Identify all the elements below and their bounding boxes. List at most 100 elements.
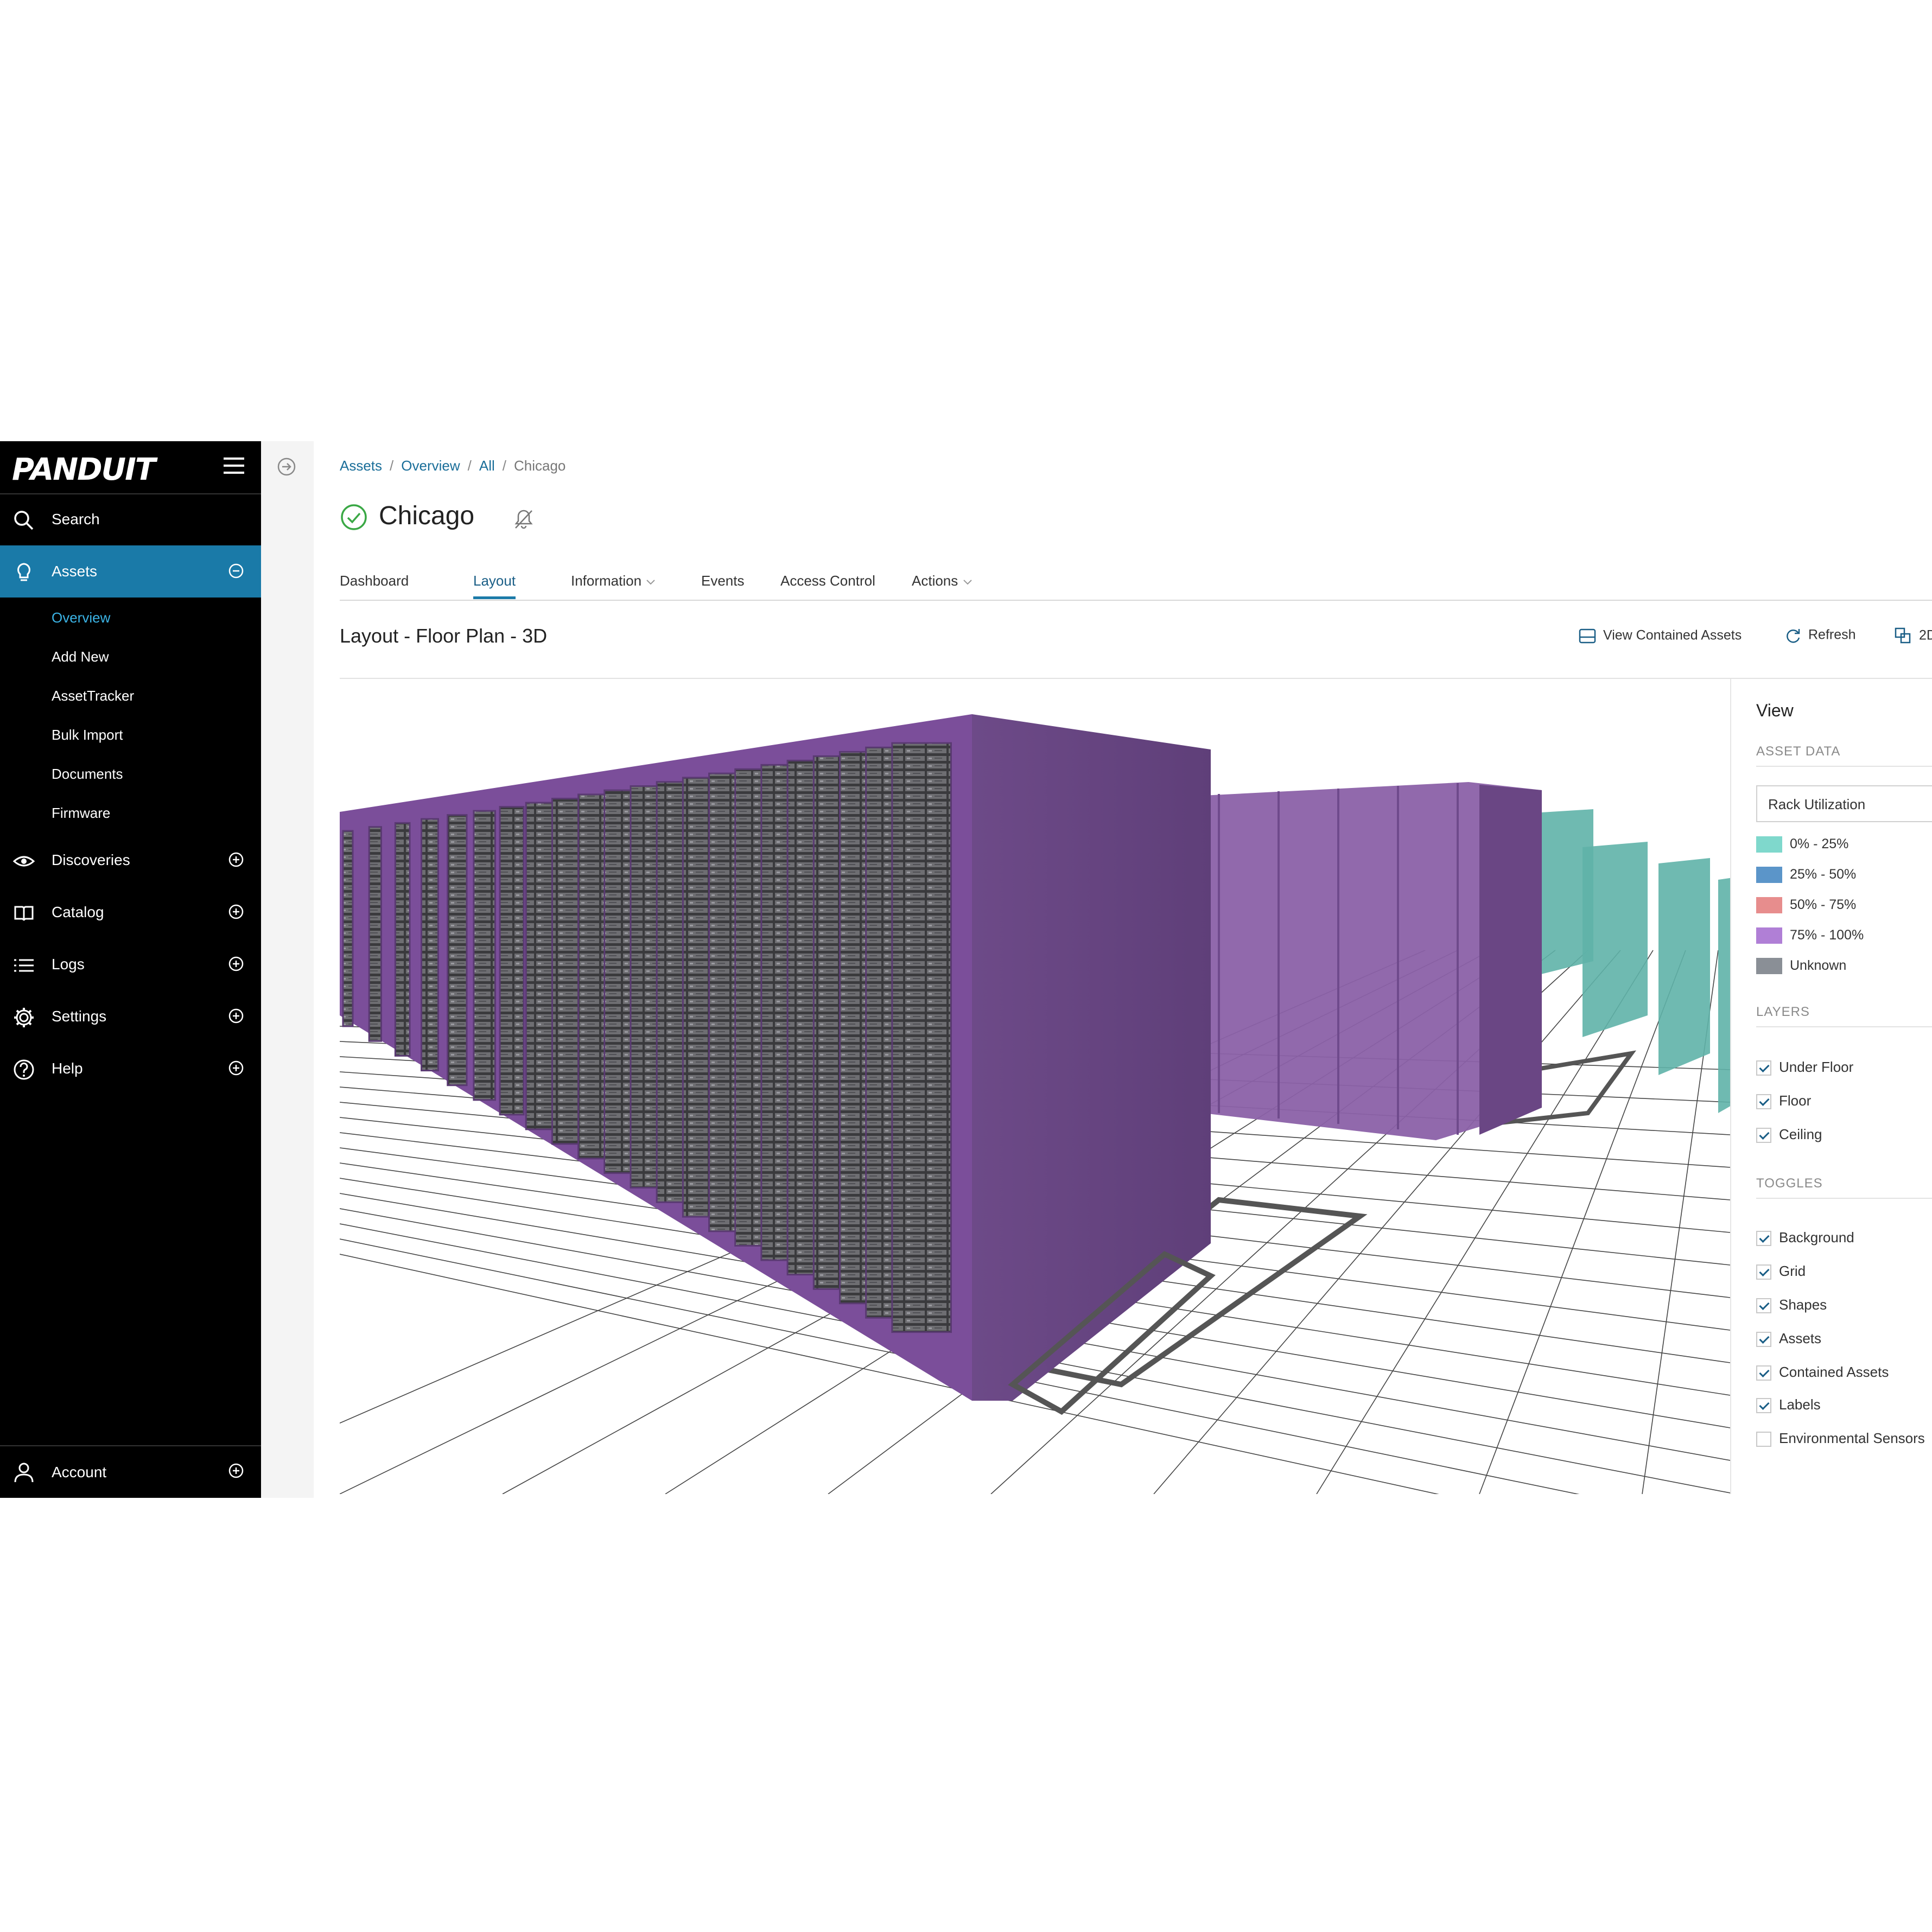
tab-bar: Dashboard Layout Information Events Acce…: [340, 566, 1932, 601]
rack-row-end-panel: [972, 714, 1211, 1401]
chevron-down-icon: [963, 580, 972, 585]
grid-line: [1316, 950, 1654, 1494]
sidebar-item-logs[interactable]: Logs: [0, 938, 261, 990]
user-icon: [14, 1463, 34, 1483]
tab-information[interactable]: Information: [571, 573, 656, 589]
sidebar-item-assets[interactable]: Assets: [0, 545, 261, 598]
view-contained-assets-button[interactable]: View Contained Assets: [1578, 627, 1742, 645]
toggle-contained-assets-checkbox[interactable]: Contained Assets: [1756, 1364, 1889, 1381]
expand-plus-icon[interactable]: [228, 1060, 244, 1076]
server-rack-face: [342, 830, 354, 1027]
legend-swatch: [1756, 927, 1782, 944]
grid-line: [1479, 950, 1686, 1494]
bell-off-icon[interactable]: [512, 507, 535, 530]
checkbox[interactable]: [1756, 1060, 1771, 1076]
sidebar-sub-assettracker[interactable]: AssetTracker: [52, 688, 135, 704]
grid-line: [1153, 950, 1621, 1494]
asset-data-heading: ASSET DATA: [1756, 744, 1841, 759]
sidebar-item-help[interactable]: Help: [0, 1043, 261, 1095]
chevron-down-icon: [646, 580, 656, 585]
tab-layout[interactable]: Layout: [473, 573, 516, 589]
search-icon: [14, 511, 34, 530]
breadcrumb-current: Chicago: [514, 457, 566, 474]
layers-2d-icon: [1895, 627, 1911, 644]
checkbox[interactable]: [1756, 1128, 1771, 1143]
brand-logo: PANDUIT: [12, 452, 156, 487]
eye-icon: [12, 856, 35, 867]
sidebar-sub-firmware[interactable]: Firmware: [52, 805, 111, 821]
hamburger-menu-icon[interactable]: [224, 457, 244, 475]
expand-plus-icon[interactable]: [228, 904, 244, 920]
layer-under-floor-checkbox[interactable]: Under Floor: [1756, 1059, 1853, 1076]
expand-plus-icon[interactable]: [228, 1463, 244, 1479]
tab-access-control[interactable]: Access Control: [780, 573, 875, 589]
checkbox[interactable]: [1756, 1231, 1771, 1247]
layer-floor-checkbox[interactable]: Floor: [1756, 1092, 1811, 1110]
checkbox[interactable]: [1756, 1365, 1771, 1381]
tab-dashboard[interactable]: Dashboard: [340, 573, 409, 589]
layer-ceiling-checkbox[interactable]: Ceiling: [1756, 1126, 1822, 1143]
legend-swatch: [1756, 897, 1782, 914]
legend-swatch: [1756, 958, 1782, 975]
collapse-minus-icon[interactable]: [228, 563, 244, 579]
checkbox[interactable]: [1756, 1298, 1771, 1314]
toggle-environmental-sensors-checkbox[interactable]: Environmental Sensors: [1756, 1430, 1925, 1447]
checkbox[interactable]: [1756, 1398, 1771, 1414]
toggle-2d-button[interactable]: 2D: [1894, 627, 1932, 645]
list-icon: [14, 959, 34, 972]
breadcrumb-all[interactable]: All: [479, 457, 495, 474]
toggle-shapes-checkbox[interactable]: Shapes: [1756, 1297, 1827, 1314]
toggle-background-checkbox[interactable]: Background: [1756, 1229, 1854, 1247]
app-window: PANDUIT Search Assets Overview Ad: [0, 441, 1932, 1498]
checkbox[interactable]: [1756, 1332, 1771, 1348]
legend-swatch: [1756, 867, 1782, 884]
floor-plan-3d-viewport[interactable]: [340, 679, 1730, 1494]
sidebar-sub-documents[interactable]: Documents: [52, 766, 123, 782]
sidebar-item-settings[interactable]: Settings: [0, 990, 261, 1043]
breadcrumb-assets[interactable]: Assets: [340, 457, 383, 474]
toggle-assets-checkbox[interactable]: Assets: [1756, 1330, 1821, 1348]
sidebar-sub-bulk-import[interactable]: Bulk Import: [52, 727, 123, 743]
toggle-grid-checkbox[interactable]: Grid: [1756, 1263, 1806, 1280]
divider: [1756, 1026, 1932, 1027]
teal-rack: [1718, 878, 1730, 1113]
expand-plus-icon[interactable]: [228, 1008, 244, 1024]
sidebar-item-discoveries[interactable]: Discoveries: [0, 834, 261, 886]
legend-item: Unknown: [1756, 958, 1846, 975]
divider: [340, 678, 1932, 679]
legend-item: 25% - 50%: [1756, 867, 1856, 884]
sidebar-item-label: Catalog: [52, 904, 104, 920]
divider: [1756, 766, 1932, 767]
teal-rack: [1658, 858, 1710, 1075]
page-title: Chicago: [379, 501, 475, 530]
expand-plus-icon[interactable]: [228, 851, 244, 868]
sidebar-sub-overview[interactable]: Overview: [52, 609, 111, 626]
sidebar-sub-add-new[interactable]: Add New: [52, 649, 109, 665]
breadcrumb-overview[interactable]: Overview: [401, 457, 460, 474]
sidebar-item-catalog[interactable]: Catalog: [0, 886, 261, 938]
sidebar-item-account[interactable]: Account: [0, 1445, 261, 1498]
tab-actions[interactable]: Actions: [912, 573, 973, 589]
toggle-labels-checkbox[interactable]: Labels: [1756, 1396, 1821, 1414]
floor-tile-outline: [1008, 1251, 1216, 1415]
checkbox[interactable]: [1756, 1094, 1771, 1110]
asset-data-select[interactable]: Rack Utilization: [1756, 785, 1932, 822]
server-rack-face: [891, 742, 952, 1333]
tab-events[interactable]: Events: [701, 573, 745, 589]
lightbulb-icon: [17, 563, 30, 581]
arrow-right-circle-icon[interactable]: [276, 456, 297, 477]
server-rack-face: [368, 826, 383, 1042]
expand-plus-icon[interactable]: [228, 956, 244, 972]
legend-item: 0% - 25%: [1756, 836, 1848, 853]
floor-plan-3d-scene[interactable]: [340, 679, 1730, 1494]
legend-item: 50% - 75%: [1756, 897, 1856, 914]
sidebar-item-label: Assets: [52, 563, 98, 580]
sidebar-item-search[interactable]: Search: [0, 493, 261, 545]
legend-swatch: [1756, 836, 1782, 853]
refresh-button[interactable]: Refresh: [1784, 627, 1856, 644]
rack-rows: [340, 714, 1730, 1415]
panel-title: View: [1756, 701, 1794, 720]
checkbox[interactable]: [1756, 1432, 1771, 1447]
sidebar-item-label: Settings: [52, 1008, 107, 1025]
checkbox[interactable]: [1756, 1264, 1771, 1280]
